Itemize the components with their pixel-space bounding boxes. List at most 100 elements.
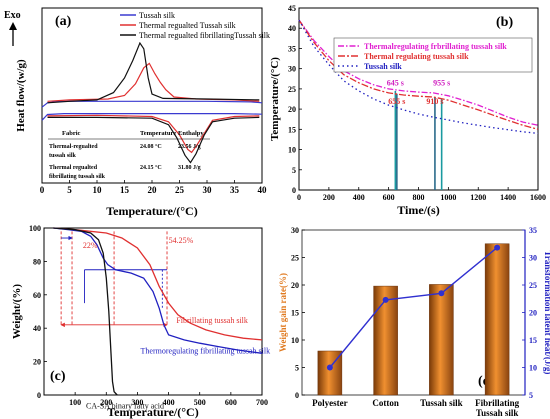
c-ytick-label-3: 60 (33, 291, 41, 300)
c-xlabel: Temperature/(°C) (107, 405, 198, 419)
a-table-enthalpy-1: 31.80 J/g (178, 165, 201, 171)
a-table-header-2: Enthalpy (178, 130, 204, 137)
a-ylabel: Heat flow/(w/g) (15, 59, 27, 132)
b-legend-label-1: Thermal regulating tussah silk (364, 52, 469, 61)
b-xtick-label-1: 200 (323, 193, 335, 202)
d-right-ytick-label-3: 20 (529, 309, 537, 318)
a-table-fabric-0-0: Thermal-regualted (49, 144, 98, 150)
c-ylabel: Weight/(%) (11, 284, 23, 339)
a-series-2-curve-0 (47, 41, 260, 104)
b-series-1 (298, 19, 539, 130)
d-category-label-3-1: Tussah silk (476, 408, 518, 418)
panel-a-letter: (a) (55, 14, 72, 29)
a-xtick-label-6: 30 (203, 185, 213, 195)
c-xtick-label-6: 700 (256, 398, 268, 407)
a-xtick-label-4: 20 (148, 185, 158, 195)
panel-c-letter: (c) (50, 369, 66, 384)
a-legend-label-1: Thermal regualted Tussah silk (139, 21, 236, 30)
b-ytick-label-8: 40 (288, 24, 296, 33)
d-bar-3 (484, 243, 510, 396)
c-ytick-label-5: 100 (29, 224, 41, 233)
a-xtick-label-8: 40 (258, 185, 268, 195)
b-series-0 (298, 19, 539, 126)
d-left-ytick-label-0: 0 (295, 391, 299, 400)
d-latent-heat-point-0 (326, 364, 333, 371)
a-series-0-curve-0 (41, 100, 263, 108)
panel-c-tga-chart: (c) 100 200 300 400 500 600 700 0 20 40 60 80 100 Temp… (11, 224, 270, 419)
c-xtick-label-1: 200 (100, 398, 112, 407)
c-xtick-label-2: 300 (131, 398, 143, 407)
c-xtick-label-0: 100 (69, 398, 81, 407)
d-left-ytick-label-2: 10 (291, 336, 299, 345)
a-series-1-curve-0 (47, 62, 260, 102)
d-latent-heat-line (329, 247, 498, 368)
d-ylabel-left: Weight gain rate(%) (278, 273, 288, 352)
b-ytick-label-2: 10 (288, 146, 296, 155)
c-annotation-2: Fibrillating tussah silk (176, 316, 248, 325)
a-series-0-curve-1 (41, 113, 263, 121)
a-table-temp-1: 24.15 °C (140, 164, 162, 171)
b-annotation-0: 645 s (387, 79, 404, 88)
d-right-ytick-label-5: 30 (529, 254, 537, 263)
b-xtick-label-3: 600 (383, 193, 395, 202)
b-ytick-label-1: 5 (292, 166, 296, 175)
b-ytick-label-6: 30 (288, 65, 296, 74)
plot-frame (43, 227, 263, 396)
d-category-label-0-0: Polyester (312, 398, 347, 408)
d-right-ytick-label-1: 10 (529, 364, 537, 373)
d-latent-heat-point-1 (382, 296, 389, 303)
d-ylabel-right: Transformation latent heat/(J/g) (543, 251, 550, 375)
b-ytick-label-7: 35 (288, 44, 296, 53)
a-legend-label-0: Tussah silk (139, 11, 175, 20)
d-left-ytick-label-4: 20 (291, 281, 299, 290)
b-ytick-label-3: 15 (288, 125, 296, 134)
c-ytick-label-1: 20 (33, 358, 41, 367)
a-table-enthalpy-0: 23.56 J/g (178, 144, 201, 150)
b-ytick-label-9: 45 (288, 4, 296, 13)
b-xtick-label-5: 1000 (440, 193, 456, 202)
d-category-label-3-0: Fibrillating (475, 398, 520, 408)
b-xtick-label-7: 1400 (500, 193, 516, 202)
c-series-2 (53, 227, 118, 396)
d-latent-heat-point-3 (494, 244, 501, 251)
d-bar-1 (373, 285, 398, 396)
b-annotation-1: 955 s (433, 79, 450, 88)
d-right-ytick-label-2: 15 (529, 336, 537, 345)
c-annotation-3: Thermoregulating fibrillating tussah sil… (141, 346, 271, 355)
b-xtick-label-6: 1200 (470, 193, 486, 202)
c-xtick-label-4: 500 (194, 398, 206, 407)
d-left-ytick-label-5: 25 (291, 254, 299, 263)
c-xtick-label-3: 400 (163, 398, 175, 407)
c-annotation-0: 22% (83, 241, 98, 250)
b-ylabel: Temperature/(°C) (269, 57, 281, 141)
a-table-fabric-0-1: tussah silk (49, 153, 77, 159)
b-xtick-label-2: 400 (353, 193, 365, 202)
d-left-ytick-label-1: 5 (295, 364, 299, 373)
a-xtick-label-1: 5 (67, 185, 72, 195)
c-series-0 (53, 227, 263, 341)
a-xtick-label-7: 35 (230, 185, 240, 195)
c-xtick-label-5: 600 (225, 398, 237, 407)
c-annotation-1: 54.25% (169, 236, 194, 245)
a-legend-box (118, 10, 260, 42)
d-bar-2 (429, 284, 454, 396)
b-xtick-label-4: 800 (413, 193, 425, 202)
panel-a-dsc-chart: Exo (a) 0 5 10 15 20 25 30 35 40 Temperature/(°C) He… (4, 7, 270, 218)
d-left-ytick-label-3: 15 (291, 309, 299, 318)
exo-arrow-head (9, 22, 17, 30)
a-series-1-curve-1 (47, 114, 260, 154)
d-right-ytick-label-6: 35 (529, 226, 537, 235)
a-xtick-label-5: 25 (175, 185, 185, 195)
a-xtick-label-2: 10 (93, 185, 103, 195)
c-annotation-4: CA-SA binary fatty acid (86, 401, 164, 410)
a-table-header-1: Temperature (140, 130, 176, 137)
a-table-fabric-1-1: fibrillating tussah silk (49, 174, 106, 180)
c-ytick-label-4: 80 (33, 257, 41, 266)
a-table-fabric-1-0: Thermal regualted (49, 165, 98, 171)
exo-label: Exo (4, 10, 21, 21)
d-category-label-2-0: Tussah silk (420, 398, 462, 408)
panel-b-cooling-chart: (b) 0 200 400 600 800 1000 1200 1400 1600 0 5 10 15 20… (269, 4, 546, 217)
b-xtick-label-0: 0 (297, 193, 301, 202)
